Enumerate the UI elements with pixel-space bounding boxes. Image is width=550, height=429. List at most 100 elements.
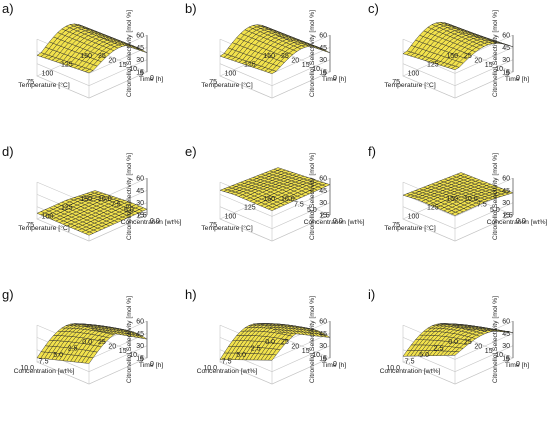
x-tick-label: 0.0 xyxy=(265,339,275,346)
x-tick-label: 2.5 xyxy=(251,346,261,353)
x-axis-title: Concentration [wt%] xyxy=(197,368,258,375)
surface-cell xyxy=(456,28,465,34)
y-tick-label: 15 xyxy=(302,348,310,355)
x-tick-label: 75 xyxy=(209,79,217,86)
box-floor xyxy=(219,49,331,99)
y-tick-label: 20 xyxy=(291,57,299,64)
x-tick-label: 100 xyxy=(42,213,54,220)
y-tick-label: 5 xyxy=(506,357,510,364)
z-axis-title: Citronellol Selectivity [mol %] xyxy=(492,10,499,97)
z-axis-title: Citronellol Selectivity [mol %] xyxy=(126,153,133,240)
x-tick-label: 125 xyxy=(427,62,439,69)
y-tick-label: 0.0 xyxy=(516,218,526,225)
y-tick-label: 0 xyxy=(333,75,337,82)
y-axis-e: 0.02.55.07.510.0 Concentration [wt%] xyxy=(281,196,365,226)
y-tick-label: 10.0 xyxy=(98,196,112,203)
y-tick-label: 5 xyxy=(140,357,144,364)
x-axis-h: 10.0 7.5 5.0 2.5 0.0 Concentration [wt%] xyxy=(197,339,276,375)
x-axis-title: Temperature [°C] xyxy=(201,224,253,232)
x-axis-d: 75 100 125 150 Temperature [°C] xyxy=(18,196,92,232)
x-tick-label: 75 xyxy=(209,222,217,229)
x-tick-label: 2.5 xyxy=(68,346,78,353)
z-tick-label: 60 xyxy=(502,319,510,326)
z-axis-title: Citronellol Selectivity [mol %] xyxy=(126,296,133,383)
surface-mesh-i xyxy=(402,323,514,357)
y-tick-label: 2.5 xyxy=(503,213,513,220)
x-tick-label: 5.0 xyxy=(419,352,429,359)
y-tick-label: 10 xyxy=(495,66,503,73)
z-tick-label: 15 xyxy=(502,213,510,220)
z-tick-label: 45 xyxy=(136,188,144,195)
box-floor xyxy=(36,49,148,99)
y-tick-label: 5.0 xyxy=(490,207,500,214)
y-tick-label: 10 xyxy=(495,352,503,359)
y-tick-label: 10 xyxy=(129,66,137,73)
z-axis-title: Citronellol Selectivity [mol %] xyxy=(492,296,499,383)
z-gridline xyxy=(219,190,331,217)
y-tick-label: 0 xyxy=(516,361,520,368)
x-tick-label: 10.0 xyxy=(203,365,217,372)
x-tick-label: 75 xyxy=(392,79,400,86)
y-tick-label: 7.5 xyxy=(111,202,121,209)
surface-mesh-g xyxy=(36,323,148,364)
z-tick-label: 15 xyxy=(136,356,144,363)
x-axis-title: Temperature [°C] xyxy=(201,81,253,89)
x-tick-label: 5.0 xyxy=(53,352,63,359)
x-tick-label: 100 xyxy=(225,213,237,220)
y-tick-label: 2.5 xyxy=(137,213,147,220)
z-gridline xyxy=(219,202,331,230)
z-tick-label: 30 xyxy=(136,200,144,207)
surface-cell xyxy=(90,327,99,332)
panel-c: 15 30 45 60 Citronellol Selectivity [mol %] 7… xyxy=(366,0,549,143)
y-axis-title: Time [h] xyxy=(505,362,529,369)
z-axis-title: Citronellol Selectivity [mol %] xyxy=(126,10,133,97)
y-tick-label: 5 xyxy=(140,71,144,78)
y-axis-title: Concentration [wt%] xyxy=(487,219,548,226)
z-gridline xyxy=(402,345,514,373)
x-axis-g: 10.0 7.5 5.0 2.5 0.0 Concentration [wt%] xyxy=(14,339,93,375)
surface-cell xyxy=(273,167,283,171)
z-tick-label: 15 xyxy=(319,213,327,220)
panel-label-b: b) xyxy=(185,1,197,16)
y-tick-label: 10 xyxy=(312,352,320,359)
y-tick-label: 20 xyxy=(474,57,482,64)
z-tick-label: 60 xyxy=(319,319,327,326)
z-tick-label: 30 xyxy=(502,200,510,207)
box-floor xyxy=(402,192,514,242)
panel-label-d: d) xyxy=(2,144,14,159)
z-tick-label: 30 xyxy=(136,57,144,64)
x-tick-label: 100 xyxy=(42,70,54,77)
z-tick-label: 15 xyxy=(319,70,327,77)
y-axis-title: Time [h] xyxy=(322,362,346,369)
z-tick-label: 45 xyxy=(319,188,327,195)
panel-label-f: f) xyxy=(368,144,376,159)
y-tick-label: 5.0 xyxy=(307,207,317,214)
panel-label-c: c) xyxy=(368,1,379,16)
surface-cell xyxy=(456,172,466,176)
x-tick-label: 100 xyxy=(408,213,420,220)
y-tick-label: 15 xyxy=(485,62,493,69)
x-axis-a: 75 100 125 150 Temperature [°C] xyxy=(18,53,92,89)
y-axis-title: Concentration [wt%] xyxy=(121,219,182,226)
x-tick-label: 5.0 xyxy=(236,352,246,359)
z-tick-label: 60 xyxy=(136,33,144,40)
x-axis-c: 75 100 125 150 Temperature [°C] xyxy=(384,53,458,89)
y-tick-label: 5.0 xyxy=(124,207,134,214)
y-tick-label: 25 xyxy=(98,53,106,60)
x-tick-label: 75 xyxy=(26,222,34,229)
panel-b: 15 30 45 60 Citronellol Selectivity [mol %] 7… xyxy=(183,0,366,143)
y-tick-label: 20 xyxy=(108,57,116,64)
y-tick-label: 7.5 xyxy=(477,202,487,209)
y-tick-label: 0 xyxy=(150,361,154,368)
z-axis-title: Citronellol Selectivity [mol %] xyxy=(309,296,316,383)
y-tick-label: 25 xyxy=(464,53,472,60)
y-tick-label: 10.0 xyxy=(464,196,478,203)
panel-label-a: a) xyxy=(2,1,14,16)
